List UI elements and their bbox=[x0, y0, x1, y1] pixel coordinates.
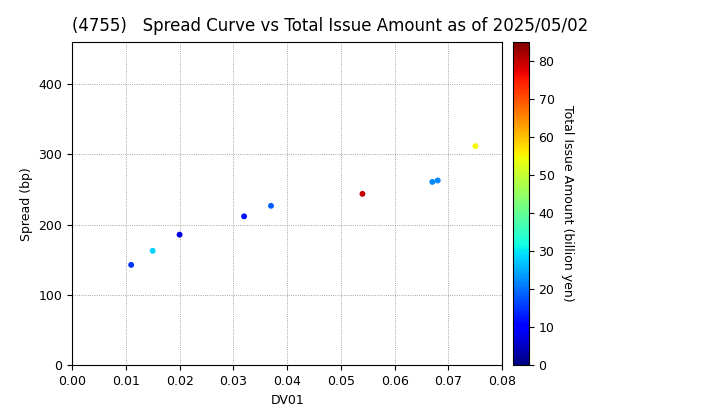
Point bbox=[174, 231, 185, 238]
Point bbox=[432, 177, 444, 184]
Y-axis label: Spread (bp): Spread (bp) bbox=[20, 167, 33, 241]
Text: (4755)   Spread Curve vs Total Issue Amount as of 2025/05/02: (4755) Spread Curve vs Total Issue Amoun… bbox=[72, 17, 588, 35]
Point bbox=[426, 178, 438, 185]
Point bbox=[125, 262, 137, 268]
Y-axis label: Total Issue Amount (billion yen): Total Issue Amount (billion yen) bbox=[561, 105, 574, 302]
Point bbox=[265, 202, 276, 209]
Point bbox=[469, 143, 481, 150]
Point bbox=[147, 247, 158, 254]
X-axis label: DV01: DV01 bbox=[270, 394, 304, 407]
Point bbox=[356, 191, 368, 197]
Point bbox=[238, 213, 250, 220]
